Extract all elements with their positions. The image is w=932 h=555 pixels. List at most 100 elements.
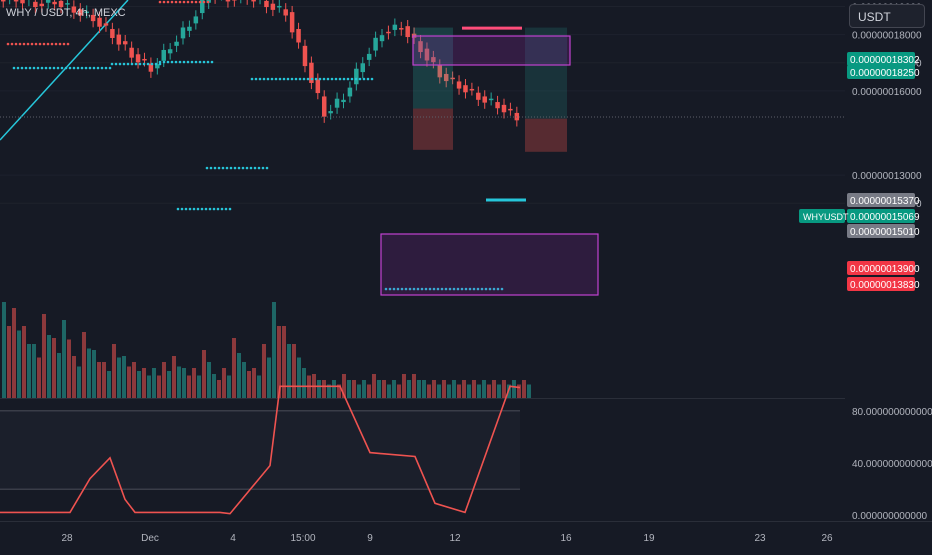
- volume-bar: [192, 368, 196, 398]
- price-badge-label: 0.00000015370: [850, 196, 920, 207]
- price-badge: [847, 261, 915, 275]
- volume-bar: [472, 380, 476, 398]
- volume-bar: [177, 366, 181, 398]
- candle: [65, 3, 70, 5]
- volume-bar: [372, 374, 376, 398]
- candle: [1, 0, 6, 2]
- volume-bar: [332, 380, 336, 398]
- support-dots: [270, 77, 274, 81]
- support-dots: [76, 66, 80, 70]
- volume-bar: [352, 380, 356, 398]
- currency-button[interactable]: USDT: [849, 4, 925, 28]
- support-dots: [472, 287, 476, 291]
- volume-bar: [102, 362, 106, 398]
- candle: [225, 0, 231, 2]
- trend-line: [0, 0, 129, 141]
- candle: [97, 17, 102, 27]
- volume-bar: [87, 348, 91, 398]
- candle: [161, 49, 166, 61]
- symbol-badge-label: WHYUSDT: [803, 212, 849, 222]
- support-dots: [92, 66, 96, 70]
- volume-bar: [242, 362, 246, 398]
- support-dots: [456, 287, 460, 291]
- support-dots: [206, 60, 210, 64]
- resistance-dots: [194, 0, 198, 4]
- resistance-dots: [42, 42, 46, 46]
- support-dots: [326, 77, 330, 81]
- support-dots: [192, 207, 196, 211]
- volume-bar: [417, 380, 421, 398]
- time-tick-label: 16: [560, 533, 572, 544]
- volume-bar: [252, 368, 256, 398]
- volume-bar: [442, 380, 446, 398]
- price-badge: [847, 209, 915, 223]
- candle: [122, 41, 128, 45]
- support-dots: [424, 287, 428, 291]
- volume-bar: [257, 375, 261, 398]
- volume-bar: [437, 384, 441, 398]
- support-dots: [188, 207, 192, 211]
- volume-bar: [392, 380, 396, 398]
- volume-bar: [262, 344, 266, 398]
- candle: [328, 111, 333, 114]
- volume-bar: [297, 357, 301, 398]
- support-dots: [158, 60, 162, 64]
- candle: [71, 6, 77, 13]
- support-dots: [184, 207, 188, 211]
- volume-bar: [447, 384, 451, 398]
- support-dots: [468, 287, 472, 291]
- candle: [309, 62, 314, 83]
- support-dots: [258, 77, 262, 81]
- candle: [45, 0, 51, 3]
- volume-bar: [52, 338, 56, 398]
- volume-bar: [402, 374, 406, 398]
- volume-bar: [397, 384, 401, 398]
- support-dots: [204, 207, 208, 211]
- support-dots: [154, 62, 158, 66]
- support-dots: [52, 66, 56, 70]
- support-dots: [241, 166, 245, 170]
- candle: [264, 0, 269, 8]
- volume-bar: [62, 320, 66, 398]
- candle: [283, 9, 288, 16]
- volume-bar: [82, 332, 86, 398]
- volume-bar: [347, 380, 351, 398]
- support-dots: [210, 60, 214, 64]
- volume-bar: [342, 374, 346, 398]
- support-dots: [180, 207, 184, 211]
- resistance-dots: [26, 42, 30, 46]
- resistance-dots: [166, 0, 170, 4]
- volume-bar: [302, 368, 306, 398]
- support-dots: [278, 77, 282, 81]
- support-dots: [500, 287, 504, 291]
- candle: [418, 41, 423, 53]
- candle: [456, 81, 462, 89]
- support-dots: [384, 287, 388, 291]
- support-dots: [24, 66, 28, 70]
- volume-bar: [462, 380, 466, 398]
- support-dots: [464, 287, 468, 291]
- oscillator-tick-label: 40.000000000000: [852, 459, 932, 470]
- candle: [277, 5, 282, 8]
- volume-bar: [357, 384, 361, 398]
- support-dots: [28, 66, 32, 70]
- volume-bar: [522, 380, 526, 398]
- support-dots: [249, 166, 253, 170]
- candle: [270, 3, 276, 10]
- support-dots: [261, 166, 265, 170]
- resistance-dots: [198, 0, 202, 4]
- support-dots: [182, 60, 186, 64]
- volume-bar: [97, 362, 101, 398]
- support-dots: [40, 66, 44, 70]
- support-dots: [170, 60, 174, 64]
- support-dots: [122, 62, 126, 66]
- support-dots: [366, 77, 370, 81]
- price-badge: [847, 52, 915, 66]
- resistance-dots: [182, 0, 186, 4]
- support-dots: [306, 77, 310, 81]
- support-dots: [440, 287, 444, 291]
- resistance-dots: [46, 42, 50, 46]
- symbol-title: WHY / USDT, 4h, MEXC: [6, 7, 126, 19]
- demand-zone-box: [380, 233, 599, 296]
